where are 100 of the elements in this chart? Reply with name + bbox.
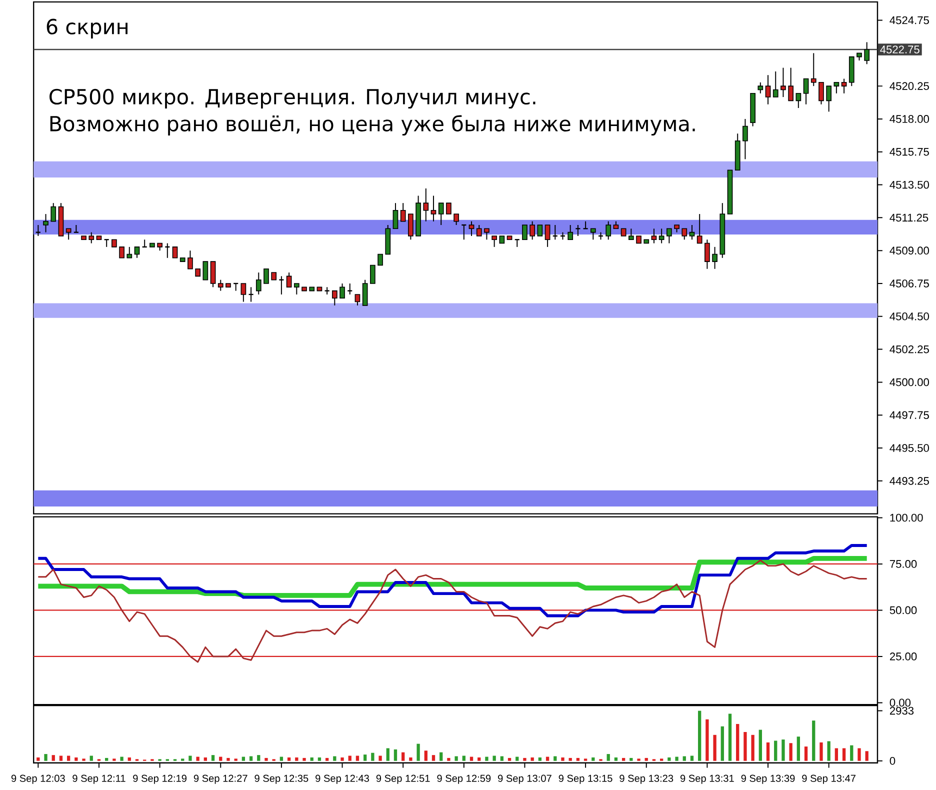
y-tick-label: 25.00 xyxy=(890,652,917,660)
bar xyxy=(416,744,420,761)
candlestick xyxy=(590,228,596,240)
x-tick-label: 9 Sep 13:23 xyxy=(620,774,674,784)
x-tick-label: 9 Sep 13:07 xyxy=(498,774,552,784)
candlestick xyxy=(765,74,771,105)
candlestick xyxy=(568,224,574,240)
bar xyxy=(325,758,329,761)
y-tick-label: 4504.50 xyxy=(890,312,929,320)
candlestick xyxy=(378,254,383,266)
candlestick xyxy=(712,246,718,270)
bar xyxy=(340,757,344,761)
bar xyxy=(530,757,534,761)
candlestick xyxy=(644,238,650,244)
candlestick xyxy=(438,202,444,226)
bar xyxy=(758,730,762,761)
bar xyxy=(470,756,474,761)
bar xyxy=(424,750,428,761)
candlestick xyxy=(476,224,482,236)
candlestick xyxy=(392,202,398,229)
bar xyxy=(356,756,360,761)
bar xyxy=(744,732,747,761)
bar xyxy=(74,757,78,761)
y-tick-label: 0 xyxy=(890,756,896,765)
bar xyxy=(728,713,732,761)
bar xyxy=(181,758,184,761)
y-tick-label: 4502.25 xyxy=(890,345,929,353)
candlestick xyxy=(416,195,421,236)
y-tick-label: 4500.00 xyxy=(890,378,929,386)
candlestick xyxy=(35,224,42,236)
bar xyxy=(447,758,450,761)
x-tick-label: 9 Sep 12:11 xyxy=(72,774,126,784)
bar xyxy=(44,754,48,761)
bar xyxy=(637,758,640,761)
candlestick xyxy=(734,132,740,170)
bar xyxy=(782,739,785,761)
candlestick xyxy=(50,202,56,222)
bar xyxy=(386,748,390,761)
bar xyxy=(295,757,298,761)
bar xyxy=(333,756,336,761)
candlestick xyxy=(195,268,200,276)
candlestick xyxy=(446,202,452,214)
candlestick xyxy=(780,67,786,98)
bar xyxy=(804,746,808,761)
y-tick-label: 4524.75 xyxy=(890,16,929,24)
y-tick-label: 4513.50 xyxy=(890,180,929,188)
candlestick xyxy=(172,246,178,258)
candlestick xyxy=(696,213,702,244)
candlestick xyxy=(150,242,155,248)
y-tick-label: 75.00 xyxy=(890,560,917,568)
candlestick xyxy=(370,264,376,284)
bar xyxy=(462,756,466,761)
bar xyxy=(432,754,436,761)
bar xyxy=(706,719,709,761)
bar xyxy=(36,757,40,761)
bar xyxy=(257,754,260,761)
y-tick-label: 0.00 xyxy=(890,698,911,706)
candlestick xyxy=(226,282,231,288)
candlestick xyxy=(499,235,505,244)
x-tick-label: 9 Sep 12:03 xyxy=(11,774,65,784)
candlestick xyxy=(309,286,315,291)
bar xyxy=(850,745,854,761)
bar xyxy=(52,754,55,761)
y-tick-label: 4518.00 xyxy=(890,114,929,123)
candlestick xyxy=(506,235,512,240)
text: 6 скрин xyxy=(46,18,128,38)
bar xyxy=(668,757,671,761)
bar xyxy=(508,758,512,761)
candlestick xyxy=(856,52,862,61)
bar xyxy=(774,740,778,761)
x-tick-label: 9 Sep 12:59 xyxy=(437,774,491,784)
x-tick-label: 9 Sep 13:15 xyxy=(558,774,612,784)
y-tick-label: 2933 xyxy=(890,706,914,714)
candlestick xyxy=(430,195,436,222)
candlestick xyxy=(788,67,794,101)
candlestick xyxy=(492,235,497,248)
bar xyxy=(402,752,405,761)
candlestick xyxy=(620,228,626,236)
y-tick-label: 4493.25 xyxy=(890,476,929,485)
bar xyxy=(226,758,230,761)
annotation: Возможно рано вошёл, но цена уже была ниже минимума. xyxy=(50,114,695,136)
bar xyxy=(660,758,664,761)
y-tick-label: 4511.25 xyxy=(890,214,928,222)
candlestick xyxy=(134,246,140,258)
bar xyxy=(90,756,93,761)
y-tick-label: 50.00 xyxy=(890,606,917,614)
candlestick xyxy=(727,170,733,214)
y-tick-label: 4506.75 xyxy=(890,279,929,288)
bar xyxy=(622,758,626,761)
candlestick xyxy=(537,224,543,236)
candlestick xyxy=(636,235,642,244)
bar xyxy=(242,756,246,761)
bar xyxy=(500,756,504,761)
bar xyxy=(287,757,291,761)
candlestick xyxy=(278,275,284,295)
bar xyxy=(211,754,215,761)
bar xyxy=(310,757,314,761)
bar xyxy=(796,736,800,761)
candlestick xyxy=(96,235,102,240)
candlestick xyxy=(302,286,307,291)
